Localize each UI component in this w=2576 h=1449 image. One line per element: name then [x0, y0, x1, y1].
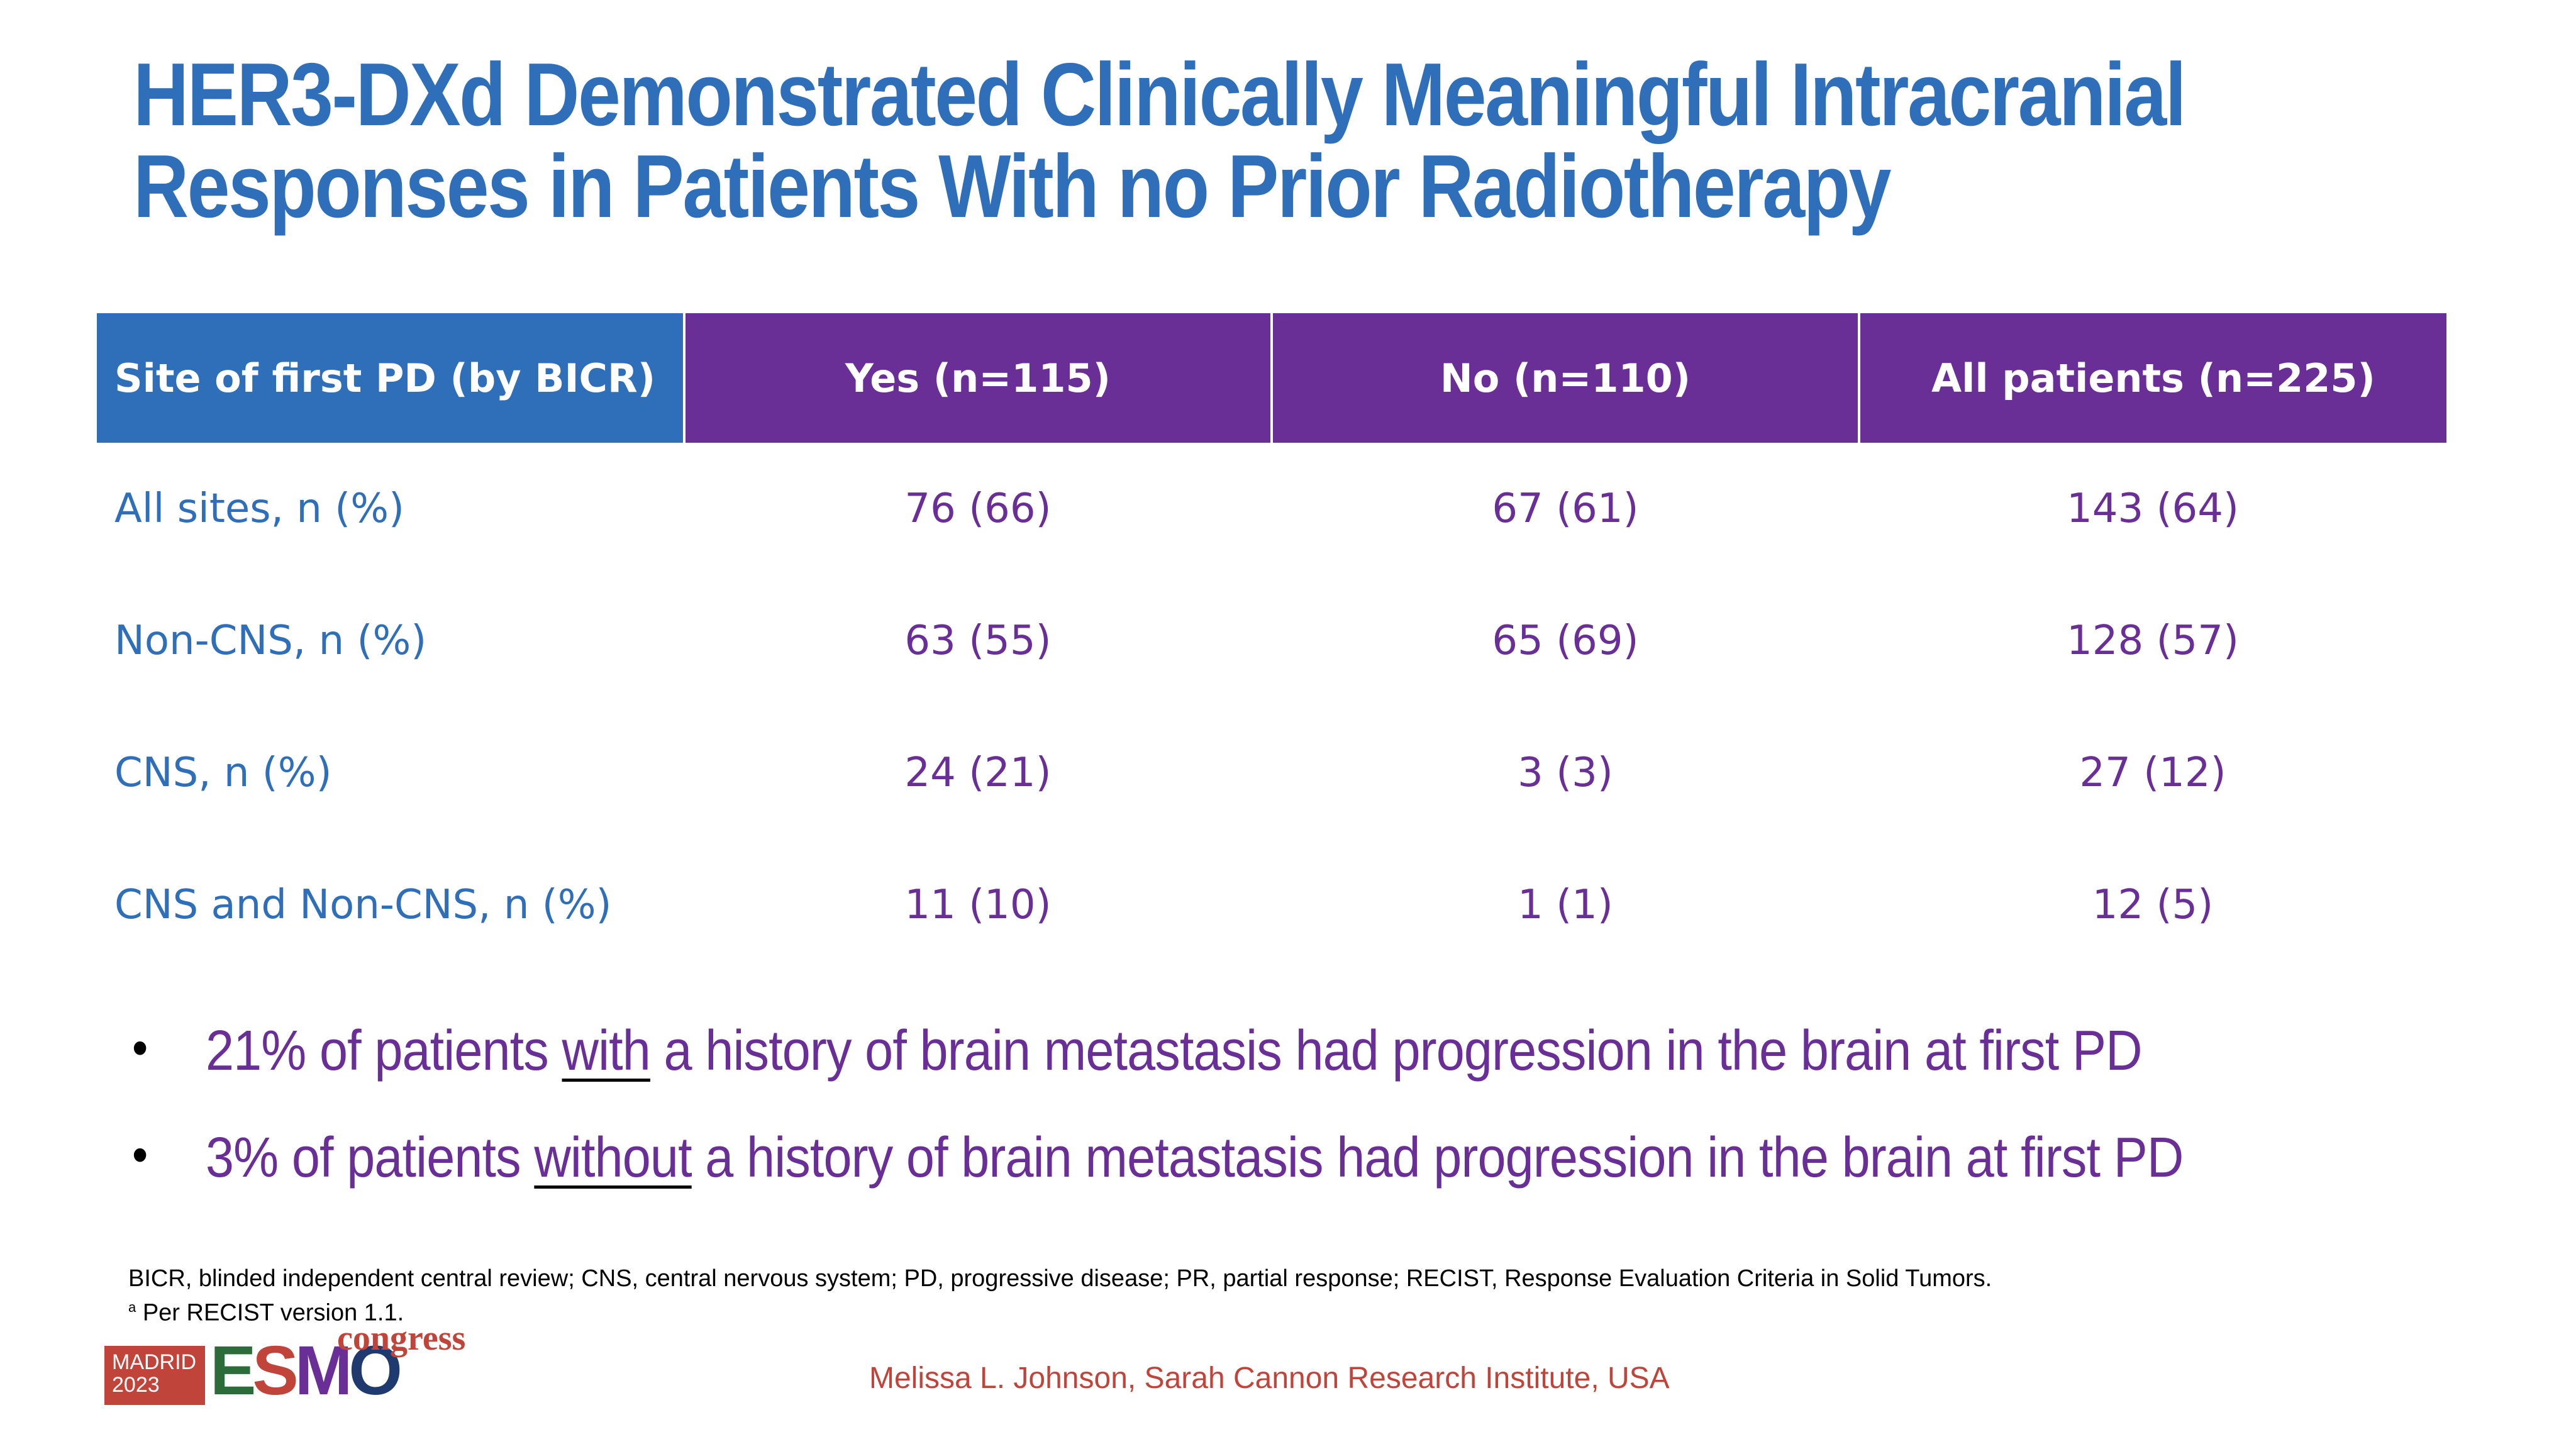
bullet-text: 21% of patients with a history of brain …: [206, 1019, 2143, 1082]
author-credit: Melissa L. Johnson, Sarah Cannon Researc…: [869, 1362, 1670, 1395]
underlined-word: without: [534, 1126, 692, 1189]
bullet-text: 3% of patients without a history of brai…: [206, 1126, 2184, 1189]
bullet-icon: •: [132, 1019, 148, 1075]
bullet-icon: •: [132, 1126, 148, 1182]
row-label: CNS and Non-CNS, n (%): [114, 882, 612, 928]
column-header-yes: Yes (n=115): [683, 313, 1272, 443]
slide-title: HER3-DXd Demonstrated Clinically Meaning…: [133, 45, 2187, 236]
row-label: Non-CNS, n (%): [114, 618, 427, 664]
table-cell: 24 (21): [904, 750, 1052, 796]
underlined-word: with: [562, 1019, 650, 1082]
footnotes: BICR, blinded independent central review…: [128, 1264, 1992, 1328]
madrid-2023-badge: MADRID 2023: [104, 1346, 205, 1405]
slide-title-line-1: HER3-DXd Demonstrated Clinically Meaning…: [133, 45, 2187, 145]
column-header-no: No (n=110): [1270, 313, 1859, 443]
bullet-list: • 21% of patients with a history of brai…: [132, 1019, 2459, 1233]
table-cell: 67 (61): [1492, 486, 1639, 532]
table-row: CNS, n (%) 24 (21) 3 (3) 27 (12): [97, 707, 2446, 839]
esmo-wordmark: ESMO: [210, 1332, 402, 1409]
table-cell: 65 (69): [1492, 618, 1639, 664]
row-label: All sites, n (%): [114, 486, 404, 532]
table-cell: 63 (55): [904, 618, 1052, 664]
slide-title-line-2: Responses in Patients With no Prior Radi…: [133, 136, 1891, 236]
table-cell: 143 (64): [2067, 486, 2239, 532]
row-label: CNS, n (%): [114, 750, 332, 796]
table-header-row: Site of first PD (by BICR) Yes (n=115) N…: [97, 313, 2446, 443]
table-cell: 3 (3): [1518, 750, 1613, 796]
esmo-congress-logo: MADRID 2023 ESMO congress: [104, 1319, 469, 1409]
column-header-site: Site of first PD (by BICR): [97, 313, 684, 443]
table-row: CNS and Non-CNS, n (%) 11 (10) 1 (1) 12 …: [97, 839, 2446, 971]
table-cell: 76 (66): [904, 486, 1052, 532]
table-cell: 11 (10): [904, 882, 1052, 928]
table-cell: 1 (1): [1518, 882, 1613, 928]
table-cell: 128 (57): [2067, 618, 2239, 664]
table-cell: 12 (5): [2092, 882, 2214, 928]
bullet-item: • 3% of patients without a history of br…: [132, 1126, 2226, 1233]
bullet-item: • 21% of patients with a history of brai…: [132, 1019, 2226, 1126]
table-row: All sites, n (%) 76 (66) 67 (61) 143 (64…: [97, 443, 2446, 575]
column-header-all-patients: All patients (n=225): [1858, 313, 2446, 443]
table-cell: 27 (12): [2079, 750, 2226, 796]
recist-footnote: a Per RECIST version 1.1.: [128, 1299, 404, 1326]
congress-wordmark: congress: [337, 1319, 466, 1358]
footnote-marker: a: [128, 1299, 136, 1315]
abbreviations-footnote: BICR, blinded independent central review…: [128, 1265, 1992, 1292]
table-row: Non-CNS, n (%) 63 (55) 65 (69) 128 (57): [97, 575, 2446, 707]
pd-site-table: Site of first PD (by BICR) Yes (n=115) N…: [97, 313, 2446, 971]
